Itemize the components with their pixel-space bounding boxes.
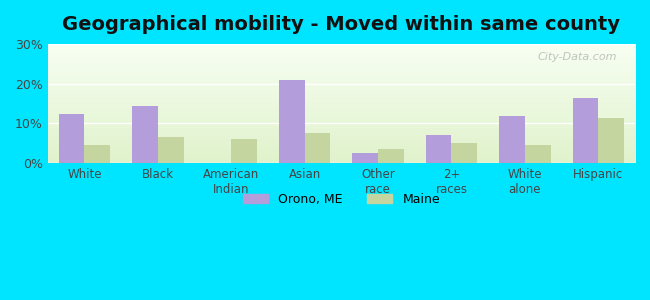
Bar — [426, 135, 452, 163]
Bar — [132, 106, 158, 163]
Bar — [305, 134, 330, 163]
Bar — [525, 146, 551, 163]
Legend: Orono, ME, Maine: Orono, ME, Maine — [238, 188, 445, 211]
Bar — [84, 146, 110, 163]
Bar — [279, 80, 305, 163]
Bar — [499, 116, 525, 163]
Bar — [352, 153, 378, 163]
Text: City-Data.com: City-Data.com — [538, 52, 617, 62]
Bar — [452, 143, 477, 163]
Bar — [573, 98, 598, 163]
Bar — [58, 113, 84, 163]
Bar — [231, 140, 257, 163]
Bar — [598, 118, 624, 163]
Title: Geographical mobility - Moved within same county: Geographical mobility - Moved within sam… — [62, 15, 620, 34]
Bar — [378, 149, 404, 163]
Bar — [158, 137, 183, 163]
